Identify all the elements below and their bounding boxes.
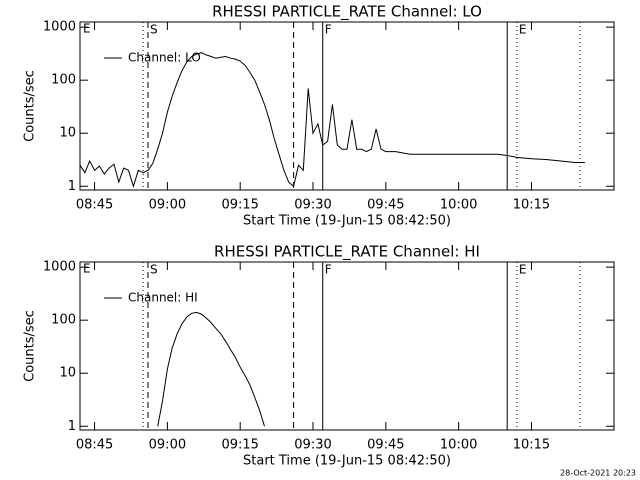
y-tick-label: 1000 — [43, 260, 76, 275]
x-tick-label: 09:00 — [149, 198, 186, 213]
x-tick-label: 09:45 — [367, 198, 404, 213]
x-tick-label: 10:15 — [513, 198, 550, 213]
y-axis-label: Counts/sec — [23, 310, 38, 382]
chart-title: RHESSI PARTICLE_RATE Channel: HI — [214, 243, 480, 262]
legend-label: Channel: LO — [128, 51, 201, 65]
start-label: E — [83, 262, 91, 276]
plot-frame — [79, 21, 615, 191]
x-tick-label: 10:00 — [440, 198, 477, 213]
y-tick-label: 100 — [51, 313, 76, 328]
x-tick-label: 09:15 — [221, 198, 258, 213]
y-axis-label: Counts/sec — [23, 70, 38, 142]
event-label: E — [519, 263, 527, 277]
start-label: E — [83, 22, 91, 36]
event-label: F — [325, 263, 332, 277]
event-label: E — [519, 23, 527, 37]
chart-title: RHESSI PARTICLE_RATE Channel: LO — [212, 3, 482, 22]
data-line — [157, 311, 265, 427]
x-tick-label: 09:45 — [367, 438, 404, 453]
x-tick-label: 09:15 — [221, 438, 258, 453]
x-tick-label: 09:00 — [149, 438, 186, 453]
x-tick-label: 09:30 — [294, 198, 331, 213]
plot-frame — [79, 261, 615, 431]
event-label: S — [150, 263, 158, 277]
x-tick-label: 10:15 — [513, 438, 550, 453]
x-tick-label: 08:45 — [76, 438, 113, 453]
x-tick-label: 10:00 — [440, 438, 477, 453]
data-line — [79, 52, 585, 189]
x-tick-label: 08:45 — [76, 198, 113, 213]
y-tick-label: 100 — [51, 73, 76, 88]
footer: 28-Oct-2021 20:23 — [560, 469, 636, 478]
y-tick-label: 10 — [59, 126, 76, 141]
x-tick-label: 09:30 — [294, 438, 331, 453]
y-tick-label: 1 — [68, 179, 76, 194]
x-axis-label: Start Time (19-Jun-15 08:42:50) — [243, 214, 451, 229]
y-tick-label: 1000 — [43, 20, 76, 35]
event-label: S — [150, 23, 158, 37]
legend-label: Channel: HI — [128, 291, 198, 305]
y-tick-label: 10 — [59, 366, 76, 381]
y-tick-label: 1 — [68, 419, 76, 434]
event-label: F — [325, 23, 332, 37]
x-axis-label: Start Time (19-Jun-15 08:42:50) — [243, 454, 451, 469]
